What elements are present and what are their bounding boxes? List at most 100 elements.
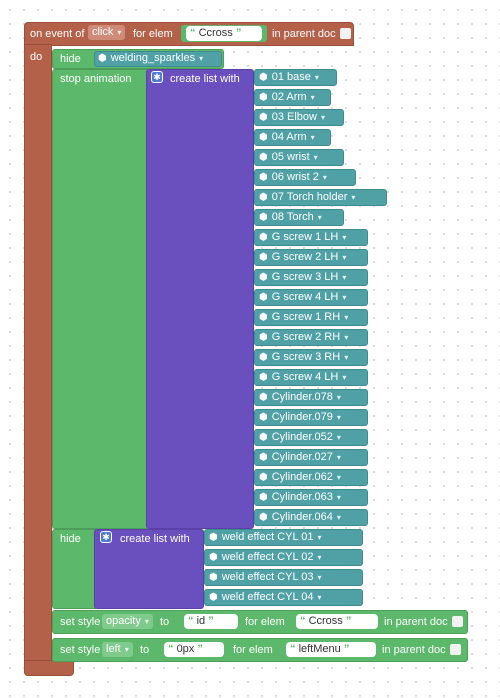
object-block[interactable] (254, 89, 332, 106)
create-list-block[interactable] (146, 69, 254, 529)
object-dropdown[interactable]: ⬢ Cylinder.064 ▾ (259, 510, 341, 525)
in-parent-doc-checkbox[interactable] (450, 644, 461, 655)
cube-icon: ⬢ (259, 472, 268, 483)
object-block[interactable] (254, 489, 369, 506)
create-list-welds-block[interactable] (94, 529, 204, 609)
object-dropdown[interactable]: ⬢ Cylinder.079 ▾ (259, 410, 341, 425)
object-dropdown[interactable]: ⬢ 04 Arm ▾ (259, 130, 315, 145)
object-dropdown[interactable]: ⬢ 06 wrist 2 ▾ (259, 170, 327, 185)
object-dropdown[interactable]: ⬢ 05 wrist ▾ (259, 150, 318, 165)
object-block[interactable] (254, 469, 369, 486)
object-dropdown[interactable]: ⬢ Cylinder.078 ▾ (259, 390, 341, 405)
object-dropdown[interactable]: ⬢ G screw 1 LH ▾ (259, 230, 346, 245)
object-label: G screw 4 LH (271, 371, 339, 383)
object-label: G screw 1 RH (271, 311, 341, 323)
gear-icon[interactable]: ✱ (151, 71, 163, 83)
object-block[interactable] (254, 329, 369, 346)
object-dropdown[interactable]: ⬢ Cylinder.052 ▾ (259, 430, 341, 445)
object-dropdown[interactable]: ⬢ G screw 2 LH ▾ (259, 250, 346, 265)
object-dropdown[interactable]: ⬢ Cylinder.027 ▾ (259, 450, 341, 465)
chevron-down-icon: ▾ (336, 433, 341, 442)
object-dropdown[interactable]: ⬢ Cylinder.063 ▾ (259, 490, 341, 505)
cube-icon: ⬢ (259, 352, 268, 363)
object-dropdown[interactable]: ⬢ 07 Torch holder ▾ (259, 190, 355, 205)
cube-icon: ⬢ (209, 532, 218, 543)
event-dropdown[interactable]: click ▾ (88, 25, 126, 40)
object-dropdown[interactable]: ⬢ weld effect CYL 03 ▾ (209, 570, 321, 585)
elem-field-ccross[interactable]: “ Ccross ” (296, 614, 378, 629)
cube-icon: ⬢ (259, 72, 268, 83)
object-dropdown[interactable]: ⬢ G screw 4 LH ▾ (259, 290, 346, 305)
object-block[interactable] (204, 589, 363, 606)
object-block[interactable] (204, 549, 363, 566)
object-dropdown[interactable]: ⬢ G screw 2 RH ▾ (259, 330, 348, 345)
object-label: weld effect CYL 01 (221, 531, 314, 543)
object-block[interactable] (204, 529, 363, 546)
cube-icon: ⬢ (259, 332, 268, 343)
chevron-down-icon: ▾ (314, 73, 319, 82)
object-block[interactable] (254, 289, 369, 306)
object-dropdown[interactable]: ⬢ G screw 4 LH ▾ (259, 370, 346, 385)
object-block[interactable] (254, 389, 369, 406)
object-block[interactable] (254, 269, 369, 286)
object-block[interactable] (254, 249, 369, 266)
gear-icon[interactable]: ✱ (100, 531, 112, 543)
object-block[interactable] (254, 69, 338, 86)
object-label: weld effect CYL 03 (221, 571, 314, 583)
object-block[interactable] (254, 229, 369, 246)
object-label: 03 Elbow (271, 111, 317, 123)
cube-icon: ⬢ (259, 292, 268, 303)
object-dropdown[interactable]: ⬢ 08 Torch ▾ (259, 210, 322, 225)
object-dropdown[interactable]: ⬢ weld effect CYL 02 ▾ (209, 550, 321, 565)
open-quote-icon: “ (190, 27, 196, 39)
object-dropdown[interactable]: ⬢ weld effect CYL 01 ▾ (209, 530, 321, 545)
object-block[interactable] (254, 309, 369, 326)
elem-field-leftmenu[interactable]: “ leftMenu ” (286, 642, 376, 657)
object-dropdown[interactable]: ⬢ G screw 3 RH ▾ (259, 350, 348, 365)
object-label: Cylinder.027 (271, 451, 333, 463)
property-dropdown-opacity[interactable]: opacity ▾ (102, 614, 153, 629)
in-parent-doc-checkbox[interactable] (452, 616, 463, 627)
in-parent-doc-checkbox[interactable] (340, 28, 351, 39)
object-block[interactable] (254, 169, 356, 186)
object-block[interactable] (254, 109, 344, 126)
object-block[interactable] (254, 349, 369, 366)
object-dropdown[interactable]: ⬢ G screw 1 RH ▾ (259, 310, 348, 325)
object-block[interactable] (254, 369, 369, 386)
object-block[interactable] (254, 149, 344, 166)
property-value: left (106, 643, 121, 655)
object-block[interactable] (254, 449, 369, 466)
left-value: 0px (176, 643, 195, 655)
object-dropdown[interactable]: ⬢ 01 base ▾ (259, 70, 319, 85)
stop-animation-block[interactable] (52, 69, 148, 529)
left-value-field[interactable]: “ 0px ” (164, 642, 224, 657)
event-value: click (92, 26, 114, 38)
object-dropdown[interactable]: ⬢ G screw 3 LH ▾ (259, 270, 346, 285)
object-dropdown-sparkles[interactable]: ⬢ welding_sparkles ▾ (98, 51, 203, 66)
create-list-welds-label: create list with (120, 533, 190, 545)
chevron-down-icon: ▾ (344, 313, 349, 322)
object-block[interactable] (254, 209, 344, 226)
object-label: Cylinder.063 (271, 491, 333, 503)
hide-welds-block[interactable] (52, 529, 96, 609)
object-label: 04 Arm (271, 131, 307, 143)
object-dropdown[interactable]: ⬢ Cylinder.062 ▾ (259, 470, 341, 485)
object-block[interactable] (204, 569, 363, 586)
object-block[interactable] (254, 509, 369, 526)
object-block[interactable] (254, 429, 369, 446)
object-dropdown[interactable]: ⬢ weld effect CYL 04 ▾ (209, 590, 321, 605)
property-dropdown-left[interactable]: left ▾ (102, 642, 133, 657)
for-elem-label: for elem (133, 28, 173, 40)
object-dropdown[interactable]: ⬢ 02 Arm ▾ (259, 90, 315, 105)
opacity-value-field[interactable]: “ id ” (184, 614, 238, 629)
cube-icon: ⬢ (259, 432, 268, 443)
object-block-sparkles[interactable] (94, 51, 222, 67)
elem-text-field[interactable]: “ Ccross ” (186, 26, 262, 41)
object-block[interactable] (254, 409, 369, 426)
in-parent-doc-label: in parent doc (272, 28, 336, 40)
chevron-down-icon: ▾ (336, 513, 341, 522)
object-dropdown[interactable]: ⬢ 03 Elbow ▾ (259, 110, 325, 125)
object-label: weld effect CYL 02 (221, 551, 314, 563)
object-block[interactable] (254, 189, 387, 206)
object-block[interactable] (254, 129, 332, 146)
